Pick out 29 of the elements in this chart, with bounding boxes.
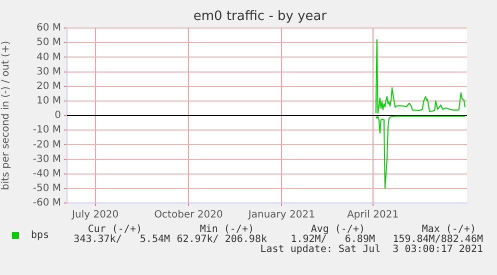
legend-label: bps <box>31 230 50 241</box>
y-tick-label: 0 <box>54 110 61 122</box>
text: 1.92M/ 6.89M <box>290 234 375 245</box>
y-tick-label: 60 M <box>36 22 61 34</box>
y-tick-label: 30 M <box>36 66 61 78</box>
text: Last update: Sat Jul 3 03:00:17 2021 <box>260 244 483 255</box>
text: 343.37k/ 5.54M <box>74 234 170 245</box>
y-tick-label: 10 M <box>36 96 61 107</box>
x-tick-label: July 2020 <box>71 210 119 221</box>
text: 62.97k/ 206.98k <box>176 234 267 245</box>
text: Avg (-/+) <box>310 224 365 235</box>
y-tick-label: -50 M <box>32 183 61 194</box>
y-tick-label: -20 M <box>32 139 61 150</box>
y-tick-label: 50 M <box>36 37 61 48</box>
y-tick-label: -10 M <box>32 124 61 136</box>
chart-title: em0 traffic - by year <box>193 9 328 24</box>
x-tick-label: October 2020 <box>154 210 223 221</box>
y-tick-label: 20 M <box>36 80 61 92</box>
text: Cur (-/+) <box>88 224 142 235</box>
text: Max (-/+) <box>422 224 476 235</box>
y-tick-label: -60 M <box>32 198 61 209</box>
text: Min (-/+) <box>200 224 254 235</box>
x-tick-label: April 2021 <box>347 210 399 221</box>
y-tick-label: -40 M <box>32 168 61 180</box>
y-axis-title: bits per second in (-) / out (+) <box>0 40 12 190</box>
y-tick-label: -30 M <box>32 154 61 165</box>
text: 159.84M/882.46M <box>392 234 483 245</box>
x-tick-label: January 2021 <box>247 210 315 221</box>
y-tick-label: 40 M <box>36 52 61 63</box>
